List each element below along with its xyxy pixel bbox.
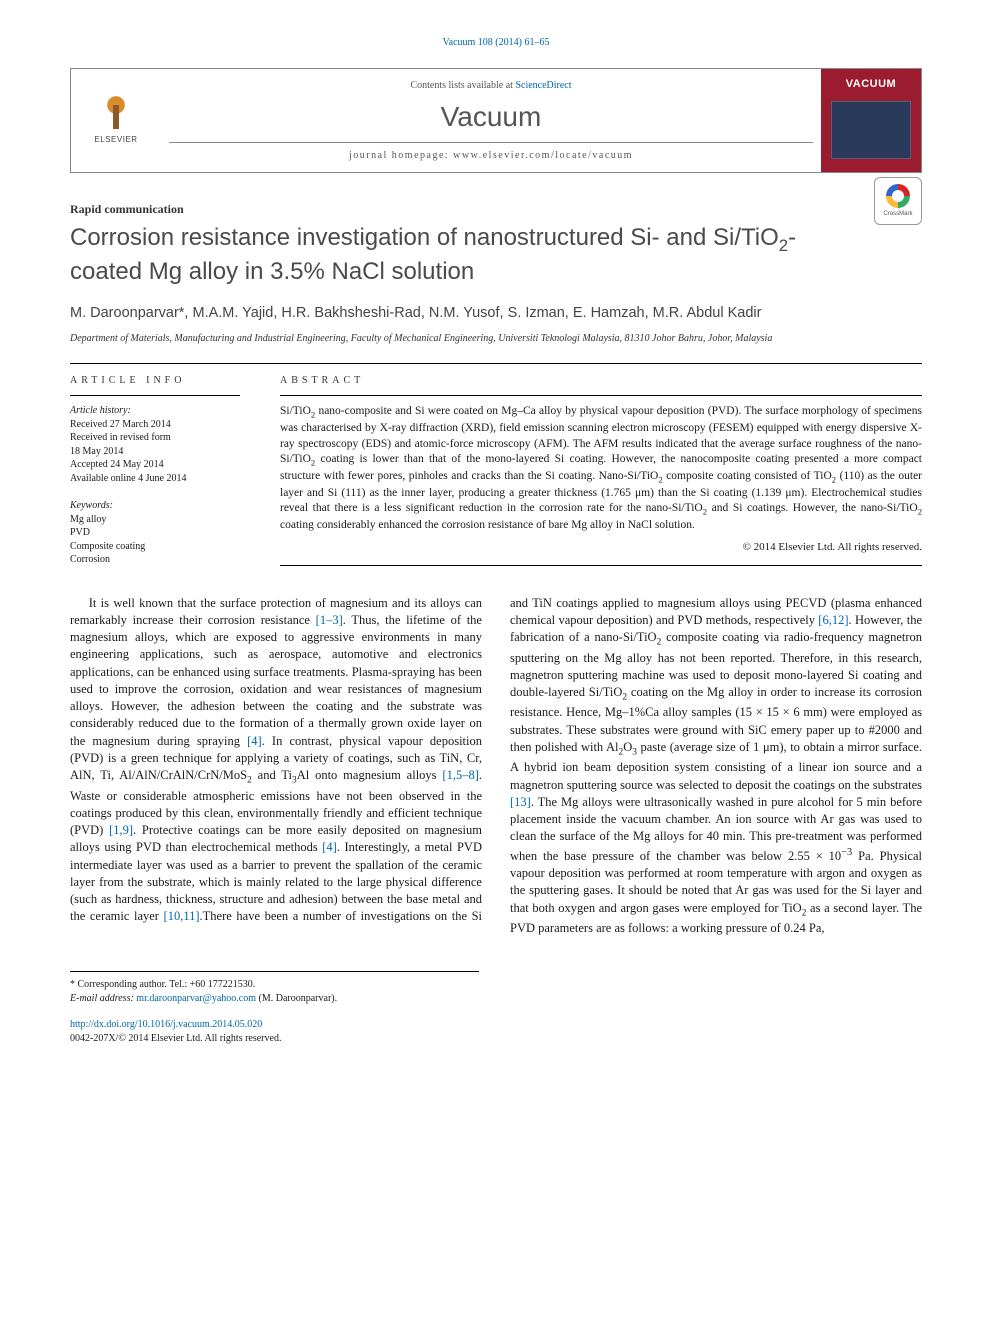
ref-link[interactable]: [1–3] xyxy=(316,613,343,627)
divider-top xyxy=(70,363,922,364)
history-head: Article history: xyxy=(70,404,260,418)
abstract-copyright: © 2014 Elsevier Ltd. All rights reserved… xyxy=(280,540,922,555)
abstract-head: ABSTRACT xyxy=(280,374,922,388)
citation-header: Vacuum 108 (2014) 61–65 xyxy=(70,36,922,50)
abstract-text: Si/TiO2 nano-composite and Si were coate… xyxy=(280,404,922,534)
elsevier-tree-icon xyxy=(91,85,141,135)
keyword: Mg alloy xyxy=(70,513,260,527)
abstract-column: ABSTRACT Si/TiO2 nano-composite and Si w… xyxy=(280,374,922,567)
issn-copyright: 0042-207X/© 2014 Elsevier Ltd. All right… xyxy=(70,1032,922,1046)
keyword: Composite coating xyxy=(70,540,260,554)
abstract-divider-bottom xyxy=(280,565,922,566)
ref-link[interactable]: [1,5–8] xyxy=(442,768,478,782)
ref-link[interactable]: [13] xyxy=(510,795,531,809)
page-footer: http://dx.doi.org/10.1016/j.vacuum.2014.… xyxy=(70,1018,922,1045)
crossmark-icon xyxy=(886,184,910,208)
history-line: Available online 4 June 2014 xyxy=(70,472,260,486)
corresponding-email-line: E-mail address: mr.daroonparvar@yahoo.co… xyxy=(70,992,479,1006)
sciencedirect-link[interactable]: ScienceDirect xyxy=(515,80,571,91)
journal-header-box: ELSEVIER Contents lists available at Sci… xyxy=(70,68,922,174)
homepage-label: journal homepage: xyxy=(349,150,453,161)
keyword: Corrosion xyxy=(70,553,260,567)
journal-header-middle: Contents lists available at ScienceDirec… xyxy=(161,69,821,173)
ref-link[interactable]: [4] xyxy=(247,734,262,748)
affiliation: Department of Materials, Manufacturing a… xyxy=(70,332,922,345)
elsevier-wordmark: ELSEVIER xyxy=(94,135,137,146)
crossmark-badge[interactable]: CrossMark xyxy=(874,177,922,225)
corresponding-author: * Corresponding author. Tel.: +60 177221… xyxy=(70,978,479,992)
cover-title: VACUUM xyxy=(846,77,896,92)
elsevier-logo: ELSEVIER xyxy=(86,85,146,155)
info-divider xyxy=(70,395,240,396)
authors-line: M. Daroonparvar*, M.A.M. Yajid, H.R. Bak… xyxy=(70,303,922,323)
email-suffix: (M. Daroonparvar). xyxy=(256,993,337,1004)
article-info-column: ARTICLE INFO Article history: Received 2… xyxy=(70,374,280,567)
article-info-head: ARTICLE INFO xyxy=(70,374,260,388)
article-type-label: Rapid communication xyxy=(70,201,922,217)
contents-available-line: Contents lists available at ScienceDirec… xyxy=(169,79,813,93)
doi-link[interactable]: http://dx.doi.org/10.1016/j.vacuum.2014.… xyxy=(70,1019,262,1030)
ref-link[interactable]: [6,12] xyxy=(818,613,848,627)
crossmark-label: CrossMark xyxy=(883,210,912,218)
body-run: . However, the fabrication of a nano-Si/… xyxy=(510,613,922,792)
footnotes: * Corresponding author. Tel.: +60 177221… xyxy=(70,971,479,1006)
history-line: Received in revised form xyxy=(70,431,260,445)
email-label: E-mail address: xyxy=(70,993,136,1004)
body-paragraph: It is well known that the surface protec… xyxy=(70,595,922,938)
contents-prefix: Contents lists available at xyxy=(410,80,515,91)
homepage-url: www.elsevier.com/locate/vacuum xyxy=(453,150,633,161)
journal-homepage-line: journal homepage: www.elsevier.com/locat… xyxy=(169,142,813,163)
journal-name: Vacuum xyxy=(169,98,813,136)
article-title: Corrosion resistance investigation of na… xyxy=(70,223,922,287)
body-run: . The Mg alloys were ultrasonically wash… xyxy=(510,795,922,935)
cover-image-placeholder xyxy=(831,101,911,159)
body-text: It is well known that the surface protec… xyxy=(70,595,922,938)
keyword: PVD xyxy=(70,526,260,540)
ref-link[interactable]: [1,9] xyxy=(109,823,133,837)
history-line: Accepted 24 May 2014 xyxy=(70,458,260,472)
ref-link[interactable]: [4] xyxy=(322,840,337,854)
ref-link[interactable]: [10,11] xyxy=(164,909,200,923)
history-line: 18 May 2014 xyxy=(70,445,260,459)
body-run: . Thus, the lifetime of the magnesium al… xyxy=(70,613,482,748)
abstract-divider-top xyxy=(280,395,922,396)
email-link[interactable]: mr.daroonparvar@yahoo.com xyxy=(136,993,256,1004)
publisher-logo-cell: ELSEVIER xyxy=(71,69,161,173)
journal-cover-thumb: VACUUM xyxy=(821,69,921,173)
history-line: Received 27 March 2014 xyxy=(70,418,260,432)
keywords-head: Keywords: xyxy=(70,499,260,513)
